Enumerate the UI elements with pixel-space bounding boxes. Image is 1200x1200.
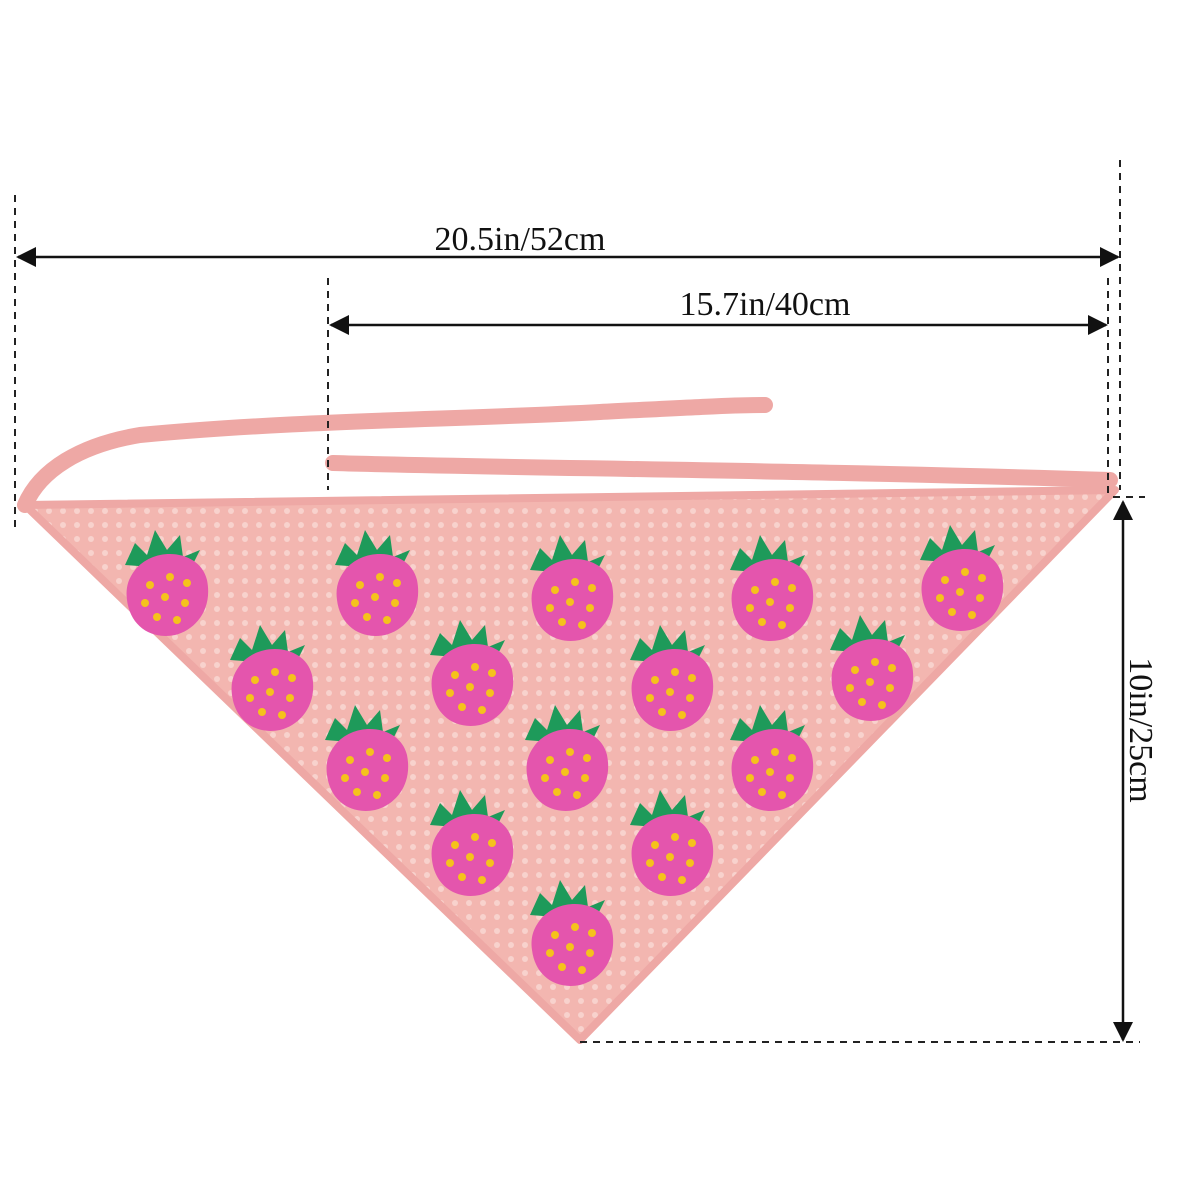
band-width-label: 15.7in/40cm xyxy=(680,286,851,323)
height-label: 10in/25cm xyxy=(1122,657,1159,802)
strap xyxy=(325,455,1118,488)
strap xyxy=(17,397,773,513)
width-label: 20.5in/52cm xyxy=(435,221,606,258)
dimension-guides xyxy=(14,160,1145,1043)
